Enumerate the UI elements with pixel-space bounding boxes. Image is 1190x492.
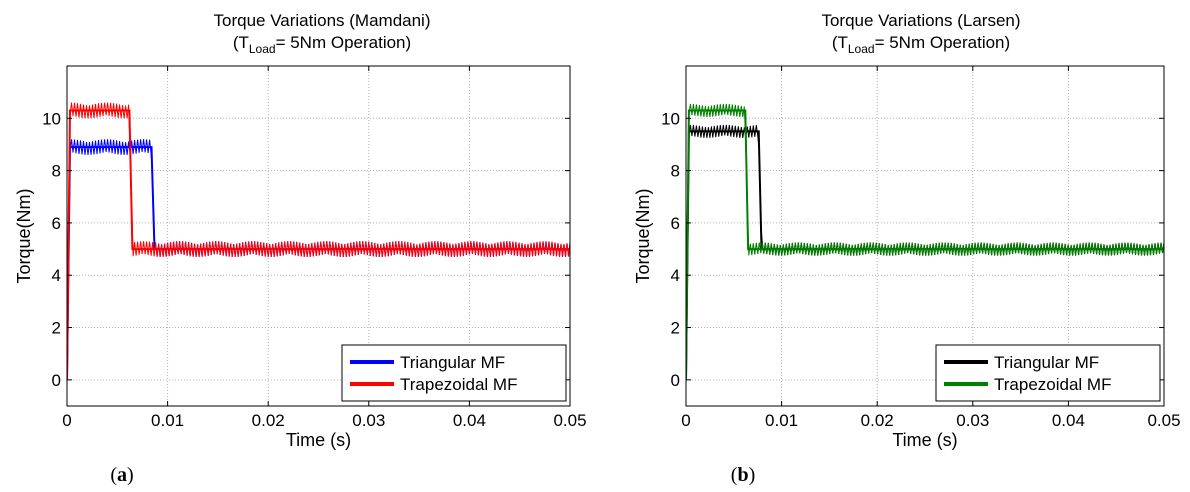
axes-box bbox=[685, 65, 1165, 407]
legend-box bbox=[341, 344, 567, 402]
legend-label: Triangular MF bbox=[994, 353, 1099, 372]
chart-svg-b: Torque Variations (Larsen) (TLoad= 5Nm O… bbox=[633, 11, 1181, 450]
x-tick-label: 0.01 bbox=[765, 411, 798, 430]
legend-label: Trapezoidal MF bbox=[994, 375, 1111, 394]
x-tick-label: 0 bbox=[62, 411, 71, 430]
series-ripple-1 bbox=[69, 139, 570, 257]
chart-title-line1: Torque Variations (Larsen) bbox=[821, 11, 1020, 30]
panel-caption: (b) bbox=[730, 464, 756, 486]
x-tick-label: 0.02 bbox=[252, 411, 285, 430]
x-tick-label: 0.05 bbox=[1147, 411, 1180, 430]
y-tick-label: 2 bbox=[671, 319, 680, 338]
series-line-1 bbox=[686, 130, 1164, 380]
y-tick-label: 4 bbox=[52, 266, 61, 285]
series-ripple-1 bbox=[688, 124, 1164, 256]
y-tick-label: 6 bbox=[671, 214, 680, 233]
y-tick-label: 8 bbox=[671, 162, 680, 181]
x-tick-label: 0.03 bbox=[956, 411, 989, 430]
x-axis-label: Time (s) bbox=[892, 430, 957, 450]
y-tick-label: 2 bbox=[52, 319, 61, 338]
series-line-2 bbox=[686, 109, 1164, 380]
x-axis-label: Time (s) bbox=[286, 430, 351, 450]
x-tick-label: 0.04 bbox=[1052, 411, 1085, 430]
y-tick-label: 0 bbox=[671, 371, 680, 390]
y-tick-label: 0 bbox=[52, 371, 61, 390]
y-tick-label: 4 bbox=[671, 266, 680, 285]
legend-label: Triangular MF bbox=[400, 353, 505, 372]
plot-area-b: 0 0.01 0.02 0.03 0.04 0.05 0 2 4 6 8 10 Time (s) Torq… bbox=[633, 65, 1181, 450]
x-tick-label: 0.01 bbox=[151, 411, 184, 430]
y-tick-label: 8 bbox=[52, 162, 61, 181]
series-ripple-2 bbox=[688, 103, 1164, 256]
x-tick-label: 0.04 bbox=[453, 411, 486, 430]
series-group bbox=[686, 103, 1164, 380]
y-tick-label: 6 bbox=[52, 214, 61, 233]
chart-title-line2: (TLoad= 5Nm Operation) bbox=[832, 33, 1010, 56]
x-tick-label: 0.05 bbox=[553, 411, 586, 430]
y-axis-label: Torque(Nm) bbox=[14, 188, 34, 283]
axes-box bbox=[66, 65, 571, 407]
chart-panel-a: Torque Variations (Mamdani) (TLoad= 5Nm … bbox=[14, 11, 587, 486]
x-tick-label: 0.02 bbox=[861, 411, 894, 430]
y-tick-label: 10 bbox=[42, 109, 61, 128]
y-tick-label: 10 bbox=[661, 109, 680, 128]
chart-svg-a: Torque Variations (Mamdani) (TLoad= 5Nm … bbox=[14, 11, 587, 450]
legend-box bbox=[935, 344, 1161, 402]
panel-caption: (a) bbox=[110, 464, 134, 486]
x-tick-label: 0 bbox=[681, 411, 690, 430]
series-ripple-2 bbox=[69, 102, 570, 257]
chart-title-line2: (TLoad= 5Nm Operation) bbox=[233, 33, 411, 56]
chart-panel-b: Torque Variations (Larsen) (TLoad= 5Nm O… bbox=[595, 0, 1190, 492]
y-axis-label: Torque(Nm) bbox=[633, 188, 653, 283]
series-group bbox=[67, 102, 570, 380]
plot-area-a: 0 0.01 0.02 0.03 0.04 0.05 0 2 4 6 8 10 Time (s) Torq… bbox=[14, 65, 587, 450]
legend-label: Trapezoidal MF bbox=[400, 375, 517, 394]
chart-title-line1: Torque Variations (Mamdani) bbox=[214, 11, 431, 30]
x-tick-label: 0.03 bbox=[352, 411, 385, 430]
